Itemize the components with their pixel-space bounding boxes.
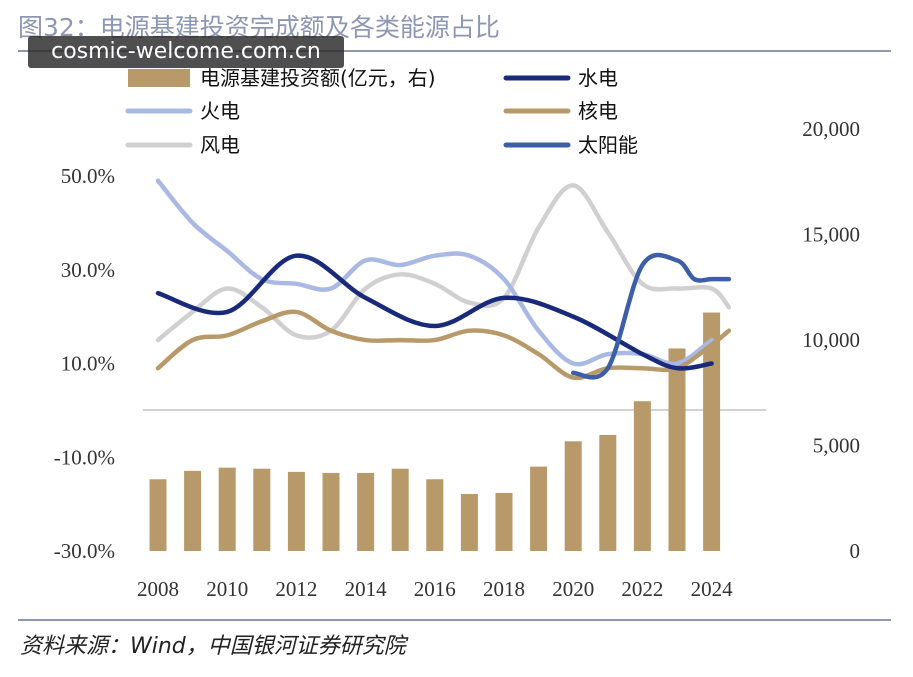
x-tick-label: 2020 xyxy=(552,577,594,601)
investment-bar xyxy=(149,479,167,551)
investment-bar xyxy=(633,401,651,551)
nuclear-line xyxy=(155,309,732,381)
left-tick-label: 50.0% xyxy=(61,164,115,188)
investment-bar xyxy=(253,468,271,551)
investment-bar xyxy=(703,312,721,551)
left-tick-label: -10.0% xyxy=(54,445,115,469)
investment-legend-label: 电源基建投资额(亿元，右) xyxy=(200,66,436,90)
x-tick-label: 2014 xyxy=(345,577,388,601)
investment-bar xyxy=(357,472,375,551)
right-tick-label: 5,000 xyxy=(813,434,860,458)
bar-series xyxy=(149,312,721,551)
watermark: cosmic-welcome.com.cn xyxy=(28,36,344,68)
right-tick-label: 15,000 xyxy=(802,223,860,247)
nuclear-legend-label: 核电 xyxy=(578,99,618,123)
right-tick-label: 10,000 xyxy=(802,328,860,352)
investment-bar xyxy=(530,466,548,551)
investment-bar xyxy=(322,472,340,551)
x-tick-label: 2018 xyxy=(483,577,525,601)
left-axis: 50.0% 30.0% 10.0% -10.0% -30.0% xyxy=(54,164,115,563)
hydro-line xyxy=(155,253,714,371)
investment-bar xyxy=(668,348,686,551)
x-tick-label: 2010 xyxy=(206,577,248,601)
investment-bar xyxy=(564,441,582,551)
hydro-legend-label: 水电 xyxy=(578,66,618,90)
investment-bar xyxy=(287,471,305,551)
left-tick-label: 30.0% xyxy=(61,258,115,282)
solar-legend-label: 太阳能 xyxy=(578,133,638,157)
x-tick-label: 2008 xyxy=(137,577,179,601)
investment-bar xyxy=(391,468,409,551)
investment-bar xyxy=(599,434,617,551)
investment-bar xyxy=(426,479,444,551)
title-rule xyxy=(18,50,891,52)
investment-bar xyxy=(460,494,478,551)
x-tick-label: 2016 xyxy=(414,577,456,601)
right-tick-label: 0 xyxy=(850,539,861,563)
x-tick-label: 2024 xyxy=(691,577,734,601)
x-tick-label: 2012 xyxy=(275,577,317,601)
right-axis: 20,000 15,000 10,000 5,000 0 xyxy=(802,117,860,563)
investment-bar xyxy=(184,470,202,551)
solar-line xyxy=(570,252,732,380)
right-tick-label: 20,000 xyxy=(802,117,860,141)
line-series xyxy=(155,178,732,381)
left-tick-label: 10.0% xyxy=(61,352,115,376)
thermal-legend-label: 火电 xyxy=(200,99,240,123)
source-note: 资料来源：Wind，中国银河证券研究院 xyxy=(20,634,406,659)
x-tick-label: 2022 xyxy=(621,577,663,601)
left-tick-label: -30.0% xyxy=(54,539,115,563)
wind-line xyxy=(155,183,732,343)
investment-bar xyxy=(495,492,513,551)
wind-legend-label: 风电 xyxy=(200,133,240,157)
source-rule xyxy=(18,619,891,621)
thermal-line xyxy=(155,178,714,367)
investment-bar xyxy=(218,467,236,551)
x-axis: 2008 2010 2012 2014 2016 2018 2020 2022 2024 xyxy=(137,577,733,601)
investment-legend-swatch xyxy=(128,69,190,87)
